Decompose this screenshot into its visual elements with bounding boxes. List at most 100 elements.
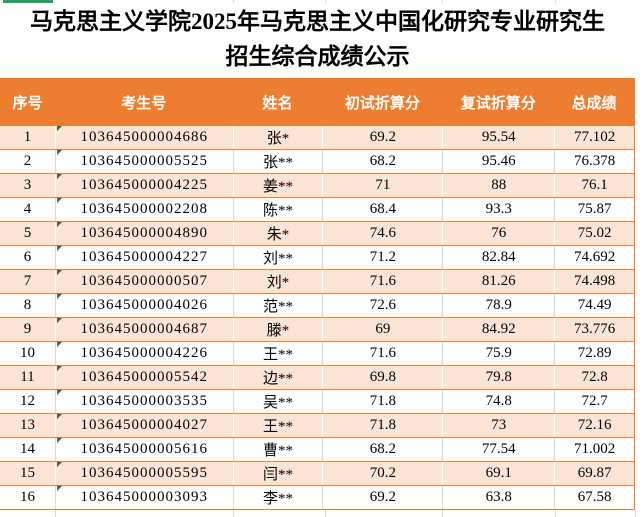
cell-candidate-id[interactable]: 103645000004027 (54, 414, 233, 437)
cell-retest-score[interactable]: 76 (442, 222, 554, 245)
cell-candidate-id[interactable]: 103645000004687 (54, 318, 233, 341)
cell-initial-score[interactable]: 71.6 (322, 342, 442, 365)
cell-initial-score[interactable]: 70.2 (322, 462, 442, 485)
cell-retest-score[interactable]: 82.84 (442, 246, 554, 269)
cell-retest-score[interactable]: 77.54 (442, 438, 554, 461)
cell-initial-score[interactable]: 71.2 (322, 246, 442, 269)
page-title[interactable]: 马克思主义学院2025年马克思主义中国化研究专业研究生 招生综合成绩公示 (0, 4, 635, 74)
cell-index[interactable]: 10 (19, 345, 35, 361)
cell-retest-score[interactable]: 84.92 (442, 318, 554, 341)
cell-name[interactable]: 张** (232, 150, 323, 173)
cell-total-score[interactable]: 67.58 (554, 486, 634, 509)
cell-index[interactable]: 6 (23, 249, 32, 265)
cell-candidate-id[interactable]: 103645000002208 (54, 198, 233, 221)
header-cell-name[interactable]: 姓名 (262, 95, 293, 112)
cell-initial-score[interactable]: 69 (322, 318, 442, 341)
cell-total-score[interactable]: 72.8 (554, 366, 634, 389)
cell-initial-score[interactable]: 69.2 (322, 486, 442, 509)
cell-initial-score[interactable]: 74.6 (322, 222, 442, 245)
cell-total-score[interactable]: 71.002 (554, 438, 634, 461)
cell-name[interactable]: 刘** (232, 246, 323, 269)
cell-candidate-id[interactable]: 103645000003535 (54, 390, 233, 413)
cell-index[interactable]: 13 (19, 417, 35, 433)
cell-name[interactable]: 陈** (232, 198, 323, 221)
cell-index[interactable]: 11 (20, 369, 35, 385)
cell-total-score[interactable]: 72.89 (554, 342, 634, 365)
cell-initial-score[interactable]: 68.4 (322, 198, 442, 221)
cell-initial-score[interactable]: 71 (322, 174, 442, 197)
cell-name[interactable]: 张* (232, 126, 323, 149)
header-cell-index[interactable]: 序号 (12, 95, 43, 112)
cell-index[interactable]: 1 (23, 129, 32, 145)
cell-index[interactable]: 12 (19, 393, 35, 409)
cell-initial-score[interactable]: 69.2 (322, 126, 442, 149)
cell-name[interactable]: 吴** (232, 390, 323, 413)
cell-candidate-id[interactable]: 103645000004225 (54, 174, 233, 197)
cell-index[interactable]: 5 (23, 225, 32, 241)
cell-retest-score[interactable]: 69.1 (442, 462, 554, 485)
cell-retest-score[interactable]: 95.54 (442, 126, 554, 149)
cell-total-score[interactable]: 72.7 (554, 390, 634, 413)
cell-total-score[interactable]: 74.49 (554, 294, 634, 317)
cell-retest-score[interactable]: 79.8 (442, 366, 554, 389)
cell-index[interactable]: 8 (23, 297, 32, 313)
header-cell-total-score[interactable]: 总成绩 (571, 95, 617, 112)
cell-initial-score[interactable]: 68.2 (322, 150, 442, 173)
cell-total-score[interactable]: 76.1 (554, 174, 634, 197)
cell-name[interactable]: 边** (232, 366, 323, 389)
cell-index[interactable]: 4 (23, 201, 32, 217)
cell-retest-score[interactable]: 78.9 (442, 294, 554, 317)
cell-candidate-id[interactable]: 103645000004686 (54, 126, 233, 149)
cell-candidate-id[interactable]: 103645000004026 (54, 294, 233, 317)
cell-total-score[interactable]: 77.102 (554, 126, 634, 149)
cell-index[interactable]: 9 (23, 321, 32, 337)
cell-candidate-id[interactable]: 103645000004227 (54, 246, 233, 269)
cell-initial-score[interactable]: 71.8 (322, 414, 442, 437)
cell-name[interactable]: 曹** (232, 438, 323, 461)
cell-name[interactable]: 朱* (232, 222, 323, 245)
cell-retest-score[interactable]: 81.26 (442, 270, 554, 293)
cell-index[interactable]: 14 (19, 441, 35, 457)
cell-index[interactable]: 2 (23, 153, 32, 169)
cell-index[interactable]: 16 (19, 489, 35, 505)
cell-name[interactable]: 姜** (232, 174, 323, 197)
cell-retest-score[interactable]: 93.3 (442, 198, 554, 221)
cell-candidate-id[interactable]: 103645000005616 (54, 438, 233, 461)
cell-retest-score[interactable]: 63.8 (442, 486, 554, 509)
cell-initial-score[interactable]: 68.2 (322, 438, 442, 461)
cell-index[interactable]: 7 (23, 273, 32, 289)
cell-retest-score[interactable]: 75.9 (442, 342, 554, 365)
cell-retest-score[interactable]: 95.46 (442, 150, 554, 173)
cell-candidate-id[interactable]: 103645000004890 (54, 222, 233, 245)
cell-initial-score[interactable]: 71.6 (322, 270, 442, 293)
cell-name[interactable]: 闫** (232, 462, 323, 485)
cell-initial-score[interactable]: 72.6 (322, 294, 442, 317)
cell-retest-score[interactable]: 88 (442, 174, 554, 197)
cell-retest-score[interactable]: 74.8 (442, 390, 554, 413)
header-cell-candidate-id[interactable]: 考生号 (121, 95, 167, 112)
cell-total-score[interactable]: 76.378 (554, 150, 634, 173)
cell-total-score[interactable]: 75.87 (554, 198, 634, 221)
cell-name[interactable]: 李** (232, 486, 323, 509)
cell-retest-score[interactable]: 73 (442, 414, 554, 437)
cell-name[interactable]: 王** (232, 414, 323, 437)
cell-name[interactable]: 滕* (232, 318, 323, 341)
cell-name[interactable]: 范** (232, 294, 323, 317)
cell-name[interactable]: 王** (232, 342, 323, 365)
cell-candidate-id[interactable]: 103645000004226 (54, 342, 233, 365)
header-cell-initial-score[interactable]: 初试折算分 (344, 95, 420, 112)
cell-name[interactable]: 刘* (232, 270, 323, 293)
cell-index[interactable]: 15 (19, 465, 35, 481)
cell-candidate-id[interactable]: 103645000005525 (54, 150, 233, 173)
cell-candidate-id[interactable]: 103645000005542 (54, 366, 233, 389)
cell-candidate-id[interactable]: 103645000003093 (54, 486, 233, 509)
cell-total-score[interactable]: 73.776 (554, 318, 634, 341)
cell-index[interactable]: 3 (23, 177, 32, 193)
cell-total-score[interactable]: 74.692 (554, 246, 634, 269)
cell-total-score[interactable]: 74.498 (554, 270, 634, 293)
cell-total-score[interactable]: 69.87 (554, 462, 634, 485)
cell-candidate-id[interactable]: 103645000000507 (54, 270, 233, 293)
header-cell-retest-score[interactable]: 复试折算分 (460, 95, 536, 112)
cell-initial-score[interactable]: 69.8 (322, 366, 442, 389)
cell-total-score[interactable]: 75.02 (554, 222, 634, 245)
